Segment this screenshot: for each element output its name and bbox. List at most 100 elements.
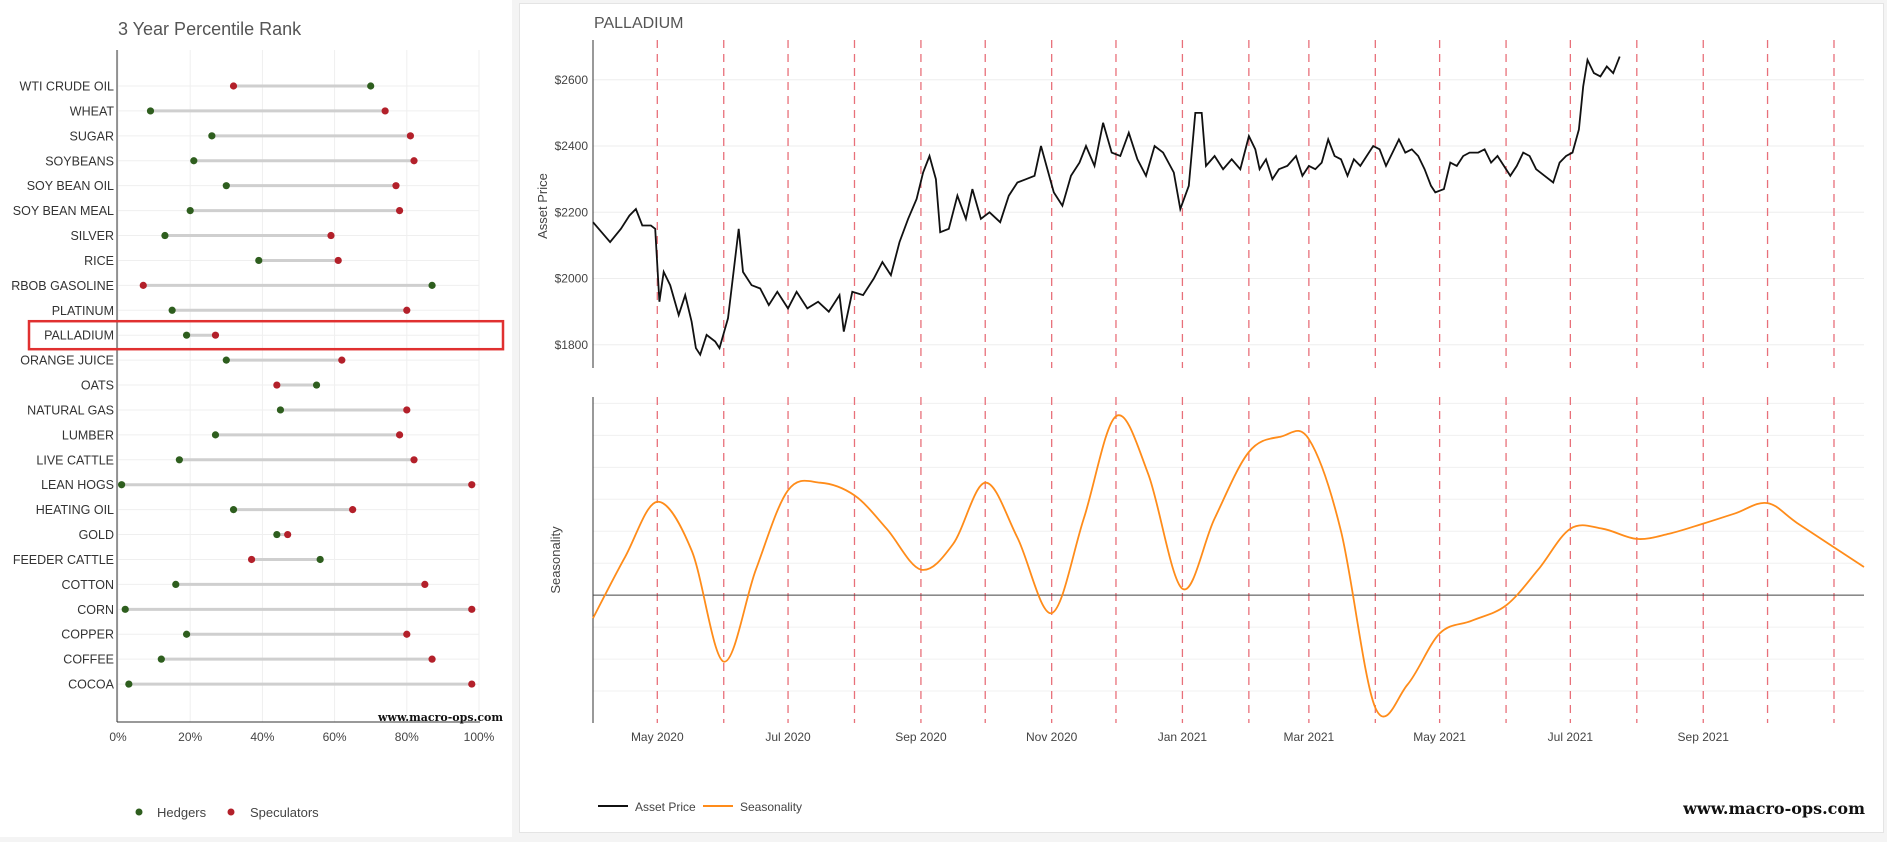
row-soybeans: SOYBEANS bbox=[45, 154, 418, 168]
category-label: ORANGE JUICE bbox=[20, 354, 114, 368]
speculators-point bbox=[403, 306, 411, 314]
speculators-point bbox=[468, 605, 476, 613]
speculators-point bbox=[406, 132, 415, 140]
category-label: PLATINUM bbox=[52, 304, 114, 318]
speculators-point bbox=[403, 406, 411, 414]
x-tick-label: Sep 2021 bbox=[1678, 730, 1730, 744]
speculators-point bbox=[410, 456, 418, 464]
category-label: RICE bbox=[84, 254, 114, 268]
hedgers-point bbox=[161, 231, 169, 240]
speculators-point bbox=[334, 256, 342, 265]
percentile-rank-chart: 3 Year Percentile Rank WTI CRUDE OIL WHEA… bbox=[11, 19, 505, 820]
watermark: www.macro-ops.com bbox=[1682, 799, 1865, 818]
hedgers-point bbox=[273, 530, 281, 539]
price-axis-label: Asset Price bbox=[535, 173, 550, 239]
hedgers-point bbox=[222, 182, 230, 190]
category-label: COPPER bbox=[61, 628, 114, 642]
x-tick-label: Nov 2020 bbox=[1026, 730, 1078, 744]
category-label: GOLD bbox=[79, 528, 114, 542]
price-y-ticks: $1800 $2000 $2200 $2400 $2600 bbox=[555, 73, 589, 352]
season-axis-label: Seasonality bbox=[548, 526, 563, 594]
speculators-point bbox=[211, 331, 220, 339]
hedgers-point bbox=[428, 281, 436, 289]
category-label: PALLADIUM bbox=[44, 329, 114, 343]
chart-title: 3 Year Percentile Rank bbox=[118, 19, 302, 39]
hedgers-point bbox=[222, 356, 230, 364]
category-label: COFFEE bbox=[63, 653, 114, 667]
watermark: www.macro-ops.com bbox=[377, 711, 503, 724]
x-tick-label: Jan 2021 bbox=[1158, 730, 1208, 744]
x-tick-label: May 2021 bbox=[1413, 730, 1466, 744]
season-gridlines bbox=[593, 402, 1864, 692]
row-corn: CORN bbox=[77, 603, 476, 617]
x-axis-ticks: May 2020 Jul 2020 Sep 2020 Nov 2020 Jan 2021… bbox=[631, 730, 1729, 744]
x-tick-label: 0% bbox=[109, 730, 127, 744]
legend-speculators-marker bbox=[227, 808, 235, 816]
speculators-point bbox=[338, 356, 346, 364]
row-rbob-gasoline: RBOB GASOLINE bbox=[11, 279, 436, 293]
hedgers-point bbox=[146, 107, 155, 115]
category-label: SUGAR bbox=[70, 129, 114, 143]
speculators-point bbox=[247, 555, 256, 564]
row-wheat: WHEAT bbox=[70, 104, 389, 118]
category-label: SOY BEAN OIL bbox=[27, 179, 114, 193]
price-gridlines bbox=[593, 79, 1864, 346]
speculators-point bbox=[421, 580, 429, 589]
speculators-point bbox=[410, 157, 418, 165]
category-label: LEAN HOGS bbox=[41, 478, 114, 492]
row-oats: OATS bbox=[81, 379, 321, 393]
category-label: LIVE CATTLE bbox=[36, 453, 114, 467]
row-lean-hogs: LEAN HOGS bbox=[41, 478, 476, 492]
palladium-highlight-box bbox=[27, 319, 505, 351]
row-heating-oil: HEATING OIL bbox=[36, 503, 357, 517]
category-label: WTI CRUDE OIL bbox=[20, 80, 114, 94]
hedgers-point bbox=[118, 481, 126, 489]
legend-speculators-label: Speculators bbox=[250, 805, 319, 820]
category-label: NATURAL GAS bbox=[27, 403, 114, 417]
row-live-cattle: LIVE CATTLE bbox=[36, 453, 418, 467]
hedgers-point bbox=[211, 431, 220, 439]
hedgers-point bbox=[186, 207, 194, 215]
row-lumber: LUMBER bbox=[62, 428, 404, 442]
seasonality-line bbox=[592, 414, 1865, 718]
speculators-point bbox=[428, 655, 436, 663]
row-cocoa: COCOA bbox=[68, 678, 476, 692]
category-label: FEEDER CATTLE bbox=[13, 553, 114, 567]
rows: WTI CRUDE OIL WHEAT SUGAR SOYBEANS SOY BEAN … bbox=[11, 80, 476, 692]
row-palladium: PALLADIUM bbox=[44, 329, 220, 343]
speculators-point bbox=[349, 506, 357, 514]
speculators-point bbox=[327, 231, 335, 240]
category-label: SOY BEAN MEAL bbox=[13, 204, 114, 218]
hedgers-point bbox=[157, 655, 165, 663]
x-tick-label: 20% bbox=[178, 730, 202, 744]
palladium-chart: PALLADIUM $1800 $2000 $2200 $2400 $2600 Asse… bbox=[535, 15, 1865, 818]
speculators-point bbox=[468, 680, 476, 688]
category-label: SILVER bbox=[70, 229, 114, 243]
hedgers-point bbox=[182, 331, 191, 339]
legend-hedgers-marker bbox=[135, 808, 143, 816]
price-y-tick-label: $2200 bbox=[555, 205, 589, 219]
price-y-tick-label: $1800 bbox=[555, 338, 589, 352]
hedgers-point bbox=[316, 555, 324, 564]
price-y-tick-label: $2600 bbox=[555, 73, 589, 87]
row-wti-crude-oil: WTI CRUDE OIL bbox=[20, 80, 375, 94]
x-axis-ticks: 0% 20% 40% 60% 80% 100% bbox=[109, 730, 494, 744]
speculators-point bbox=[273, 381, 281, 389]
row-orange-juice: ORANGE JUICE bbox=[20, 354, 346, 368]
row-cotton: COTTON bbox=[61, 578, 429, 592]
percentile-rank-panel: 3 Year Percentile Rank WTI CRUDE OIL WHEA… bbox=[0, 0, 512, 837]
row-copper: COPPER bbox=[61, 628, 411, 642]
hedgers-point bbox=[172, 580, 180, 589]
x-tick-label: Sep 2020 bbox=[895, 730, 947, 744]
row-silver: SILVER bbox=[70, 229, 335, 243]
speculators-point bbox=[395, 431, 404, 439]
legend-price-label: Asset Price bbox=[635, 800, 696, 814]
x-tick-label: Mar 2021 bbox=[1284, 730, 1335, 744]
hedgers-point bbox=[175, 456, 183, 464]
category-label: CORN bbox=[77, 603, 114, 617]
category-label: WHEAT bbox=[70, 104, 115, 118]
x-tick-label: 80% bbox=[395, 730, 419, 744]
x-tick-label: 60% bbox=[323, 730, 347, 744]
row-gold: GOLD bbox=[79, 528, 292, 542]
hedgers-point bbox=[229, 506, 238, 514]
